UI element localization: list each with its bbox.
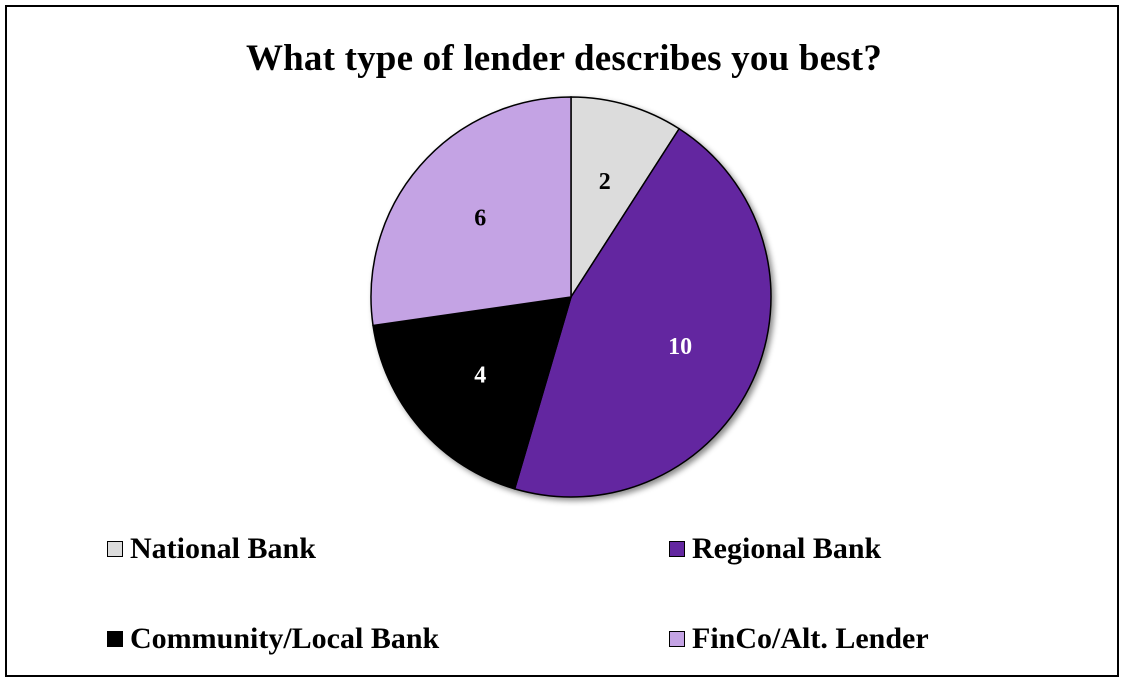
legend-swatch-finco-alt-lender (669, 631, 685, 647)
legend-swatch-community-local-bank (107, 631, 123, 647)
pie-chart: 2 10 4 6 (370, 96, 772, 498)
data-label-finco-alt-lender: 6 (474, 205, 486, 231)
data-label-regional-bank: 10 (668, 334, 692, 360)
pie-slice-national-bank (570, 96, 681, 300)
legend-label-regional-bank: Regional Bank (692, 532, 882, 565)
data-label-national-bank: 2 (599, 169, 611, 195)
legend-label-community-local-bank: Community/Local Bank (130, 622, 440, 655)
pie-slice-community-local-bank (372, 296, 573, 490)
chart-title: What type of lender describes you best? (245, 38, 883, 79)
data-label-community-local-bank: 4 (474, 363, 486, 389)
legend-item-community-local-bank: Community/Local Bank (107, 619, 439, 659)
legend-item-finco-alt-lender: FinCo/Alt. Lender (669, 619, 929, 659)
pie-slice-finco-alt-lender (370, 96, 572, 327)
chart-frame: What type of lender describes you best? … (5, 5, 1119, 677)
pie-slice-regional-bank (513, 127, 772, 498)
legend-label-national-bank: National Bank (130, 532, 316, 565)
legend-label-finco-alt-lender: FinCo/Alt. Lender (692, 622, 929, 655)
legend-swatch-national-bank (107, 541, 123, 557)
legend-item-national-bank: National Bank (107, 529, 316, 569)
legend-swatch-regional-bank (669, 541, 685, 557)
legend-item-regional-bank: Regional Bank (669, 529, 881, 569)
